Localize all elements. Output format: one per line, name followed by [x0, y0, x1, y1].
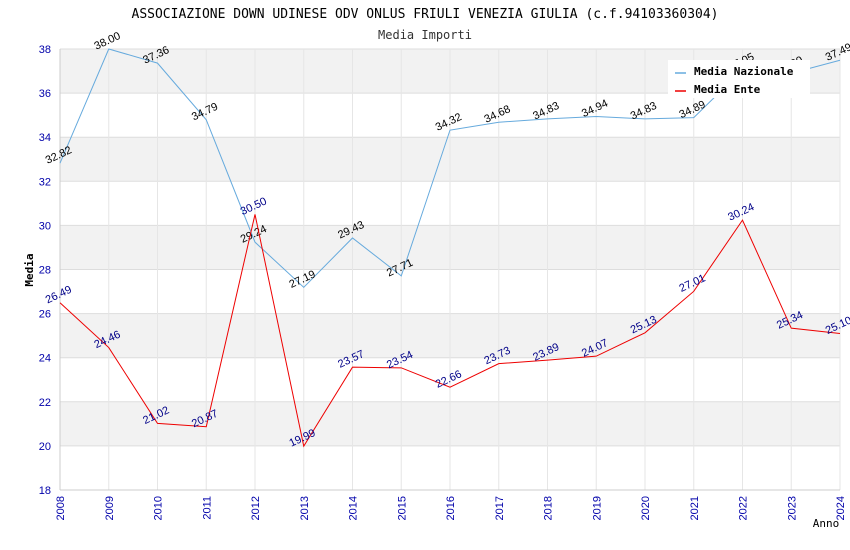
y-tick-label: 18 [39, 485, 51, 497]
x-tick-label: 2018 [543, 496, 555, 520]
legend-label-media-nazionale: Media Nazionale [694, 65, 794, 78]
x-tick-label: 2023 [786, 496, 798, 520]
x-tick-label: 2017 [494, 496, 506, 520]
y-tick-labels: 18 20 22 24 26 28 30 32 34 36 38 [39, 44, 51, 497]
x-tick-label: 2012 [250, 496, 262, 520]
x-tick-label: 2021 [689, 496, 701, 520]
y-tick-label: 30 [39, 220, 51, 232]
y-tick-label: 20 [39, 441, 51, 453]
y-tick-label: 22 [39, 397, 51, 409]
y-tick-label: 34 [39, 132, 51, 144]
y-tick-label: 38 [39, 44, 51, 56]
legend-box [668, 60, 810, 98]
x-tick-label: 2019 [591, 496, 603, 520]
legend: Media Nazionale Media Ente [668, 60, 810, 98]
legend-label-media-ente: Media Ente [694, 83, 761, 96]
y-axis-label: Media [23, 253, 36, 286]
series-line [59, 214, 841, 448]
x-tick-label: 2010 [153, 496, 165, 520]
x-tick-label: 2022 [738, 496, 750, 520]
x-tick-label: 2020 [640, 496, 652, 520]
x-tick-label: 2009 [104, 496, 116, 520]
x-axis-label: Anno [813, 517, 840, 530]
y-tick-label: 32 [39, 176, 51, 188]
series-line [59, 48, 841, 289]
chart-subtitle: Media Importi [378, 28, 472, 42]
x-tick-label: 2015 [396, 496, 408, 520]
y-tick-label: 26 [39, 309, 51, 321]
y-tick-label: 28 [39, 265, 51, 277]
x-tick-label: 2016 [445, 496, 457, 520]
x-tick-labels: 2008 2009 2010 2011 2012 2013 2014 2015 2016 2017… [55, 496, 847, 520]
x-tick-label: 2013 [299, 496, 311, 520]
y-tick-label: 36 [39, 88, 51, 100]
y-tick-label: 24 [39, 353, 51, 365]
x-tick-label: 2011 [201, 496, 213, 520]
chart-title: ASSOCIAZIONE DOWN UDINESE ODV ONLUS FRIU… [132, 7, 719, 22]
x-tick-label: 2008 [55, 496, 67, 520]
x-tick-label: 2014 [348, 496, 360, 520]
x-tick-label: 2024 [835, 496, 847, 520]
